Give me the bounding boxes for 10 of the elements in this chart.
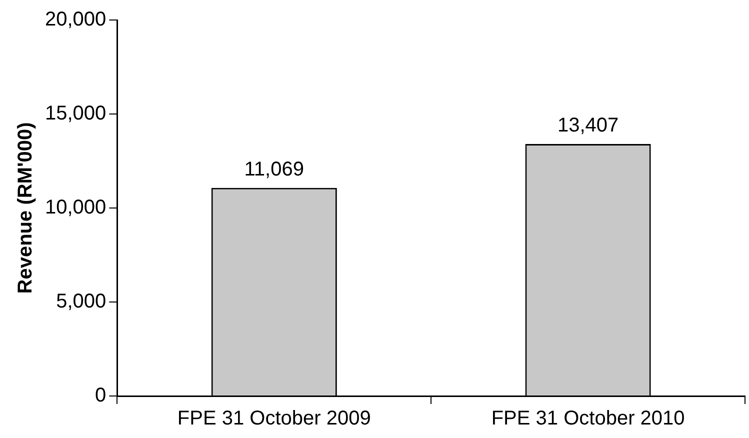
x-tick-label: FPE 31 October 2010	[491, 408, 685, 430]
y-tick-label: 5,000	[56, 290, 106, 313]
y-tick-label: 15,000	[45, 102, 106, 125]
y-tick-label: 10,000	[45, 196, 106, 219]
y-axis-title: Revenue (RM'000)	[14, 122, 37, 294]
y-tick-label: 0	[95, 384, 106, 407]
y-tick-label: 20,000	[45, 8, 106, 31]
data-label: 13,407	[557, 114, 619, 136]
data-label: 11,069	[244, 158, 304, 180]
x-tick-label: FPE 31 October 2009	[177, 408, 371, 430]
